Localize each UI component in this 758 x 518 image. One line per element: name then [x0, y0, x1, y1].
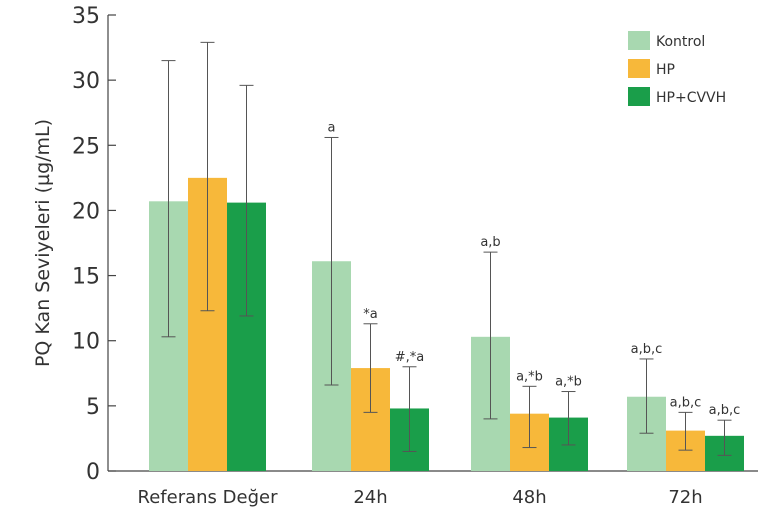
significance-label: a,*b: [555, 375, 582, 390]
y-tick-label: 30: [72, 69, 100, 94]
legend-swatch: [628, 31, 650, 50]
annotations: a *a #,*a a,b a,*b a,*b a,b,c a,b,c a,b,c: [328, 120, 741, 418]
x-tick-label: 48h: [512, 487, 546, 508]
y-tick-label: 0: [86, 460, 100, 485]
y-ticks: 0 5 10 15 20 25 30 35: [72, 4, 116, 485]
y-tick-label: 25: [72, 134, 100, 159]
legend-label: Kontrol: [656, 34, 705, 50]
legend-label: HP: [656, 62, 675, 78]
y-axis-label: PQ Kan Seviyeleri (µg/mL): [32, 119, 54, 367]
bars: [149, 177, 744, 471]
significance-label: #,*a: [395, 350, 425, 365]
x-ticks: Referans Değer 24h 48h 72h: [138, 487, 703, 508]
legend: Kontrol HP HP+CVVH: [628, 31, 726, 106]
significance-label: a,b,c: [631, 342, 663, 357]
error-bars: [161, 41, 732, 456]
x-tick-label: Referans Değer: [138, 487, 279, 508]
significance-label: a: [328, 120, 336, 135]
x-tick-label: 72h: [668, 487, 702, 508]
y-tick-label: 35: [72, 4, 100, 29]
y-tick-label: 15: [72, 265, 100, 290]
x-tick-label: 24h: [353, 487, 387, 508]
y-tick-label: 20: [72, 199, 100, 224]
significance-label: *a: [363, 307, 377, 322]
legend-label: HP+CVVH: [656, 90, 726, 106]
significance-label: a,b: [480, 235, 500, 250]
significance-label: a,*b: [516, 369, 543, 384]
y-tick-label: 10: [72, 330, 100, 355]
significance-label: a,b,c: [670, 395, 702, 410]
legend-swatch: [628, 87, 650, 106]
legend-swatch: [628, 59, 650, 78]
y-tick-label: 5: [86, 395, 100, 420]
significance-label: a,b,c: [709, 403, 741, 418]
